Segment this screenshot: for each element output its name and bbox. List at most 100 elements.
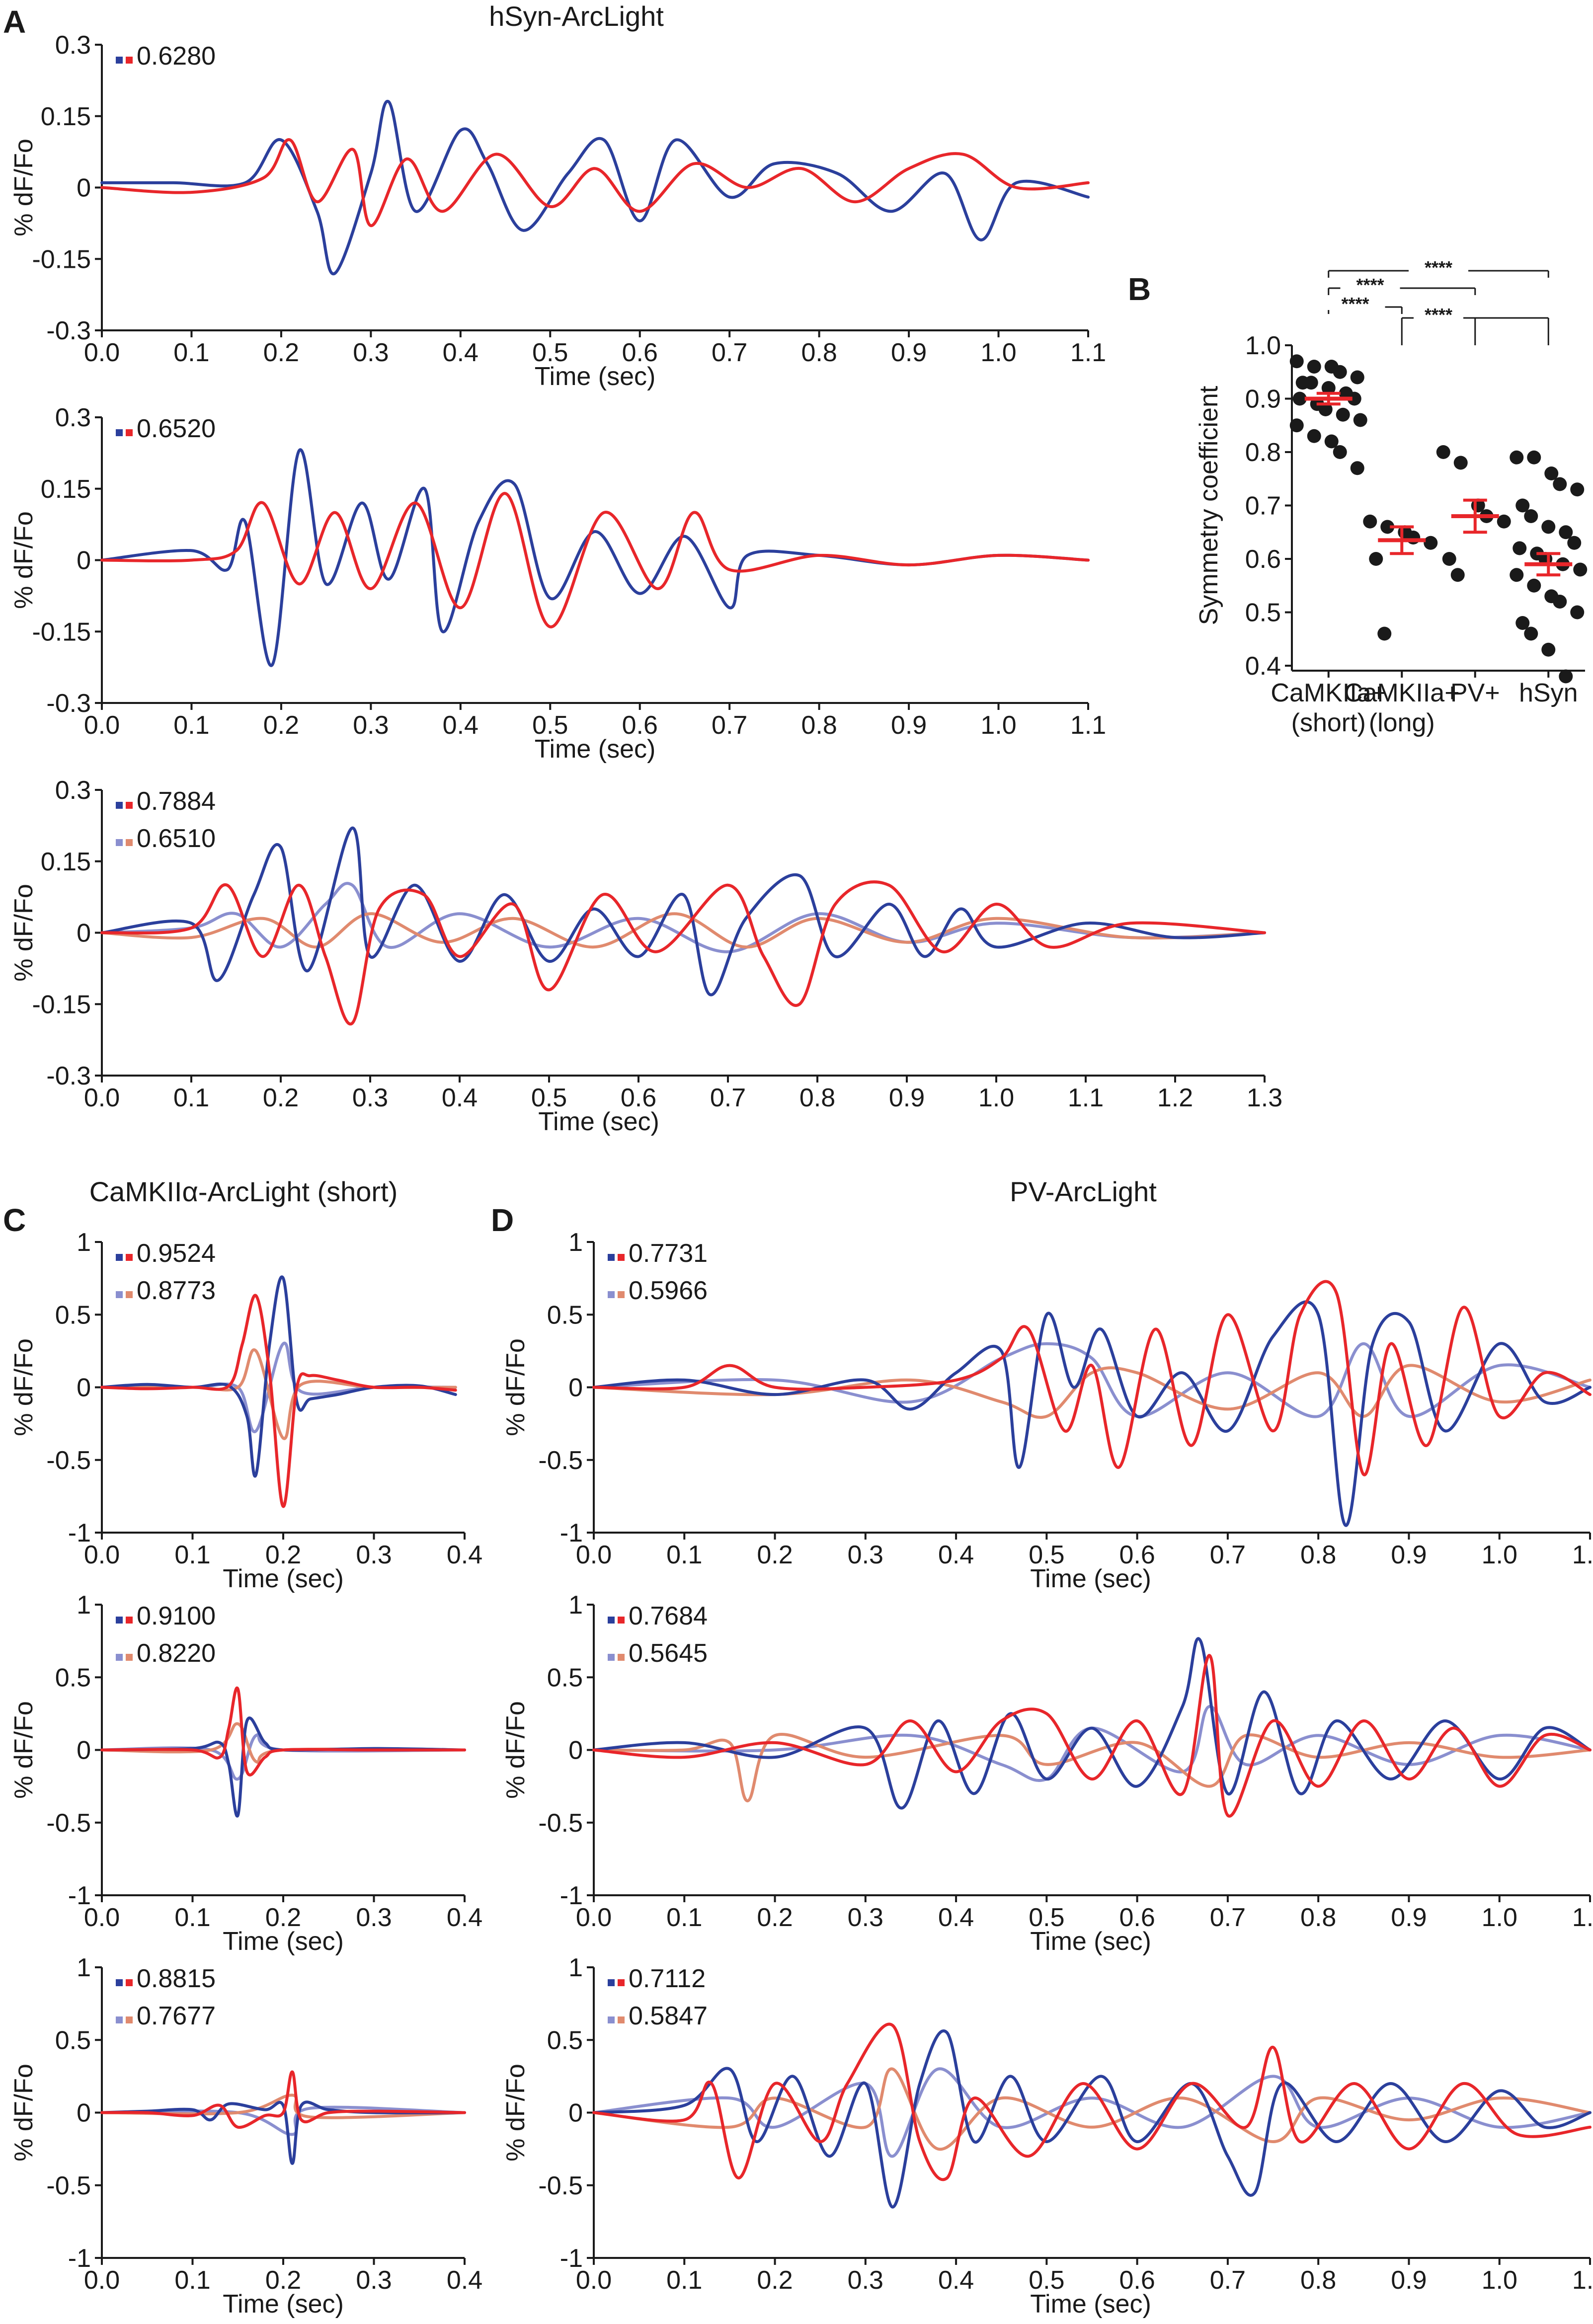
x-axis-title: Time (sec) xyxy=(223,1564,344,1593)
sig-label: **** xyxy=(1425,305,1452,325)
x-tick-label: 0.7 xyxy=(712,711,747,740)
panel-letter-b: B xyxy=(1128,271,1151,307)
x-tick-label: CaMKIIa+ xyxy=(1271,679,1386,707)
data-point xyxy=(1453,456,1468,470)
chart-a3: 0.0 0.1 0.2 0.3 0.4 0.5 0.6 0.7 0.8 0.9 1.0 1.1 1.2 1… xyxy=(9,776,1282,1136)
x-axis-title: Time (sec) xyxy=(535,362,656,391)
x-tick-label: 0.9 xyxy=(1391,1903,1427,1932)
x-tick-label: 0.2 xyxy=(757,1541,793,1569)
y-tick-label: 0 xyxy=(77,2099,91,2128)
x-tick-label: 0.8 xyxy=(1300,1541,1336,1569)
legend-swatch-blue xyxy=(116,1617,123,1624)
series-light-red-trace xyxy=(100,1348,457,1440)
y-tick-label: 1 xyxy=(77,1591,91,1620)
y-tick-label: 1 xyxy=(568,1228,583,1257)
x-tick-label: 0.4 xyxy=(938,2266,974,2295)
x-tick-label: 0.2 xyxy=(263,711,299,740)
legend-value: 0.5645 xyxy=(629,1639,708,1668)
y-axis-title: Symmetry coefficient xyxy=(1195,386,1223,625)
x-tick-label: 1.1 xyxy=(1068,1084,1104,1112)
x-tick-label: 0.0 xyxy=(84,1541,120,1569)
y-axis-title: % dF/Fo xyxy=(9,1338,38,1436)
data-point xyxy=(1333,445,1347,459)
data-point xyxy=(1524,509,1538,523)
x-tick-label: 0.1 xyxy=(666,2266,702,2295)
data-point xyxy=(1567,536,1582,550)
x-tick-label: 0.2 xyxy=(757,2266,793,2295)
data-point xyxy=(1324,434,1339,449)
group-title-pv: PV-ArcLight xyxy=(1010,1176,1157,1207)
x-axis-title: Time (sec) xyxy=(223,1927,344,1956)
y-tick-label: 0.3 xyxy=(55,776,91,805)
chart-c3: 0.0 0.1 0.2 0.3 0.4 1 0.5 0 -0.5 -1 Time (sec) % dF… xyxy=(9,1953,482,2319)
data-point xyxy=(1524,626,1538,641)
x-tick-label: 0.3 xyxy=(848,1541,883,1569)
x-tick-label: 0.5 xyxy=(531,1084,567,1112)
x-tick-label: 1.0 xyxy=(978,1084,1014,1112)
x-tick-label: 1.2 xyxy=(1157,1084,1193,1112)
data-point xyxy=(1289,354,1304,369)
y-tick-label: -1 xyxy=(560,1519,583,1548)
x-tick-label: 0.4 xyxy=(443,338,478,367)
x-tick-label: 0.9 xyxy=(891,338,927,367)
data-point xyxy=(1307,360,1321,374)
x-axis-title: Time (sec) xyxy=(1030,2290,1151,2319)
data-point xyxy=(1436,445,1450,459)
x-tick-label: 0.2 xyxy=(263,338,299,367)
x-tick-label: 0.0 xyxy=(84,1903,120,1932)
x-tick-label: 0.5 xyxy=(1029,2266,1064,2295)
y-tick-label: -0.3 xyxy=(46,689,91,718)
y-tick-label: -0.3 xyxy=(46,1062,91,1090)
sig-label: **** xyxy=(1425,257,1452,278)
x-tick-label: 0.0 xyxy=(84,1084,120,1112)
legend-swatch-light-blue xyxy=(116,2016,123,2023)
legend-value: 0.9100 xyxy=(137,1602,216,1630)
legend-swatch-red xyxy=(126,1979,133,1986)
panel-letter-d: D xyxy=(491,1202,514,1238)
x-tick-label: 0.0 xyxy=(576,2266,612,2295)
legend-swatch-light-red xyxy=(618,2016,625,2023)
x-tick-label: 0.7 xyxy=(1210,2266,1246,2295)
x-tick-label: 0.8 xyxy=(801,711,837,740)
series-light-blue-trace xyxy=(100,2105,466,2136)
x-tick-label: 0.3 xyxy=(356,1541,392,1569)
panel-letter-c: C xyxy=(3,1202,26,1238)
legend-swatch-light-blue xyxy=(608,1654,615,1661)
data-point xyxy=(1573,562,1588,577)
data-point xyxy=(1380,520,1395,534)
series-red-trace xyxy=(100,1686,466,1777)
series-red-trace xyxy=(592,1280,1592,1476)
x-tick-label: 0.4 xyxy=(938,1541,974,1569)
y-tick-label: 0 xyxy=(568,1736,583,1765)
legend-value: 0.5966 xyxy=(629,1276,708,1305)
legend-swatch-light-blue xyxy=(116,1291,123,1298)
legend-swatch-red xyxy=(126,1617,133,1624)
legend-swatch-light-blue xyxy=(608,2016,615,2023)
x-tick-label: 0.1 xyxy=(174,1541,210,1569)
series-red-trace xyxy=(100,880,1266,1026)
y-tick-label: -0.5 xyxy=(538,1446,583,1475)
x-tick-label: 1.1 xyxy=(1572,1903,1593,1932)
legend-value: 0.7677 xyxy=(137,2002,216,2030)
x-tick-label: (long) xyxy=(1369,708,1435,737)
sig-label: **** xyxy=(1356,275,1384,295)
x-tick-label: 0.3 xyxy=(848,1903,883,1932)
data-point xyxy=(1515,616,1530,630)
x-tick-label: 0.8 xyxy=(801,338,837,367)
series-red-trace xyxy=(592,2022,1592,2181)
x-tick-label: 0.1 xyxy=(173,338,209,367)
data-point xyxy=(1559,525,1573,540)
y-tick-label: 0.3 xyxy=(55,403,91,432)
x-tick-label: 0.2 xyxy=(265,2266,301,2295)
data-point xyxy=(1570,482,1585,497)
y-tick-label: 0.7 xyxy=(1245,492,1281,521)
data-point xyxy=(1527,578,1541,593)
y-axis-title: % dF/Fo xyxy=(9,511,38,609)
sig-label: **** xyxy=(1341,294,1369,314)
x-tick-label: 1.0 xyxy=(980,711,1016,740)
x-tick-label: 0.6 xyxy=(622,711,658,740)
y-tick-label: 0.3 xyxy=(55,31,91,60)
y-tick-label: 0.5 xyxy=(547,2026,583,2055)
x-tick-label: 0.2 xyxy=(265,1903,301,1932)
legend-swatch-red xyxy=(618,1617,625,1624)
